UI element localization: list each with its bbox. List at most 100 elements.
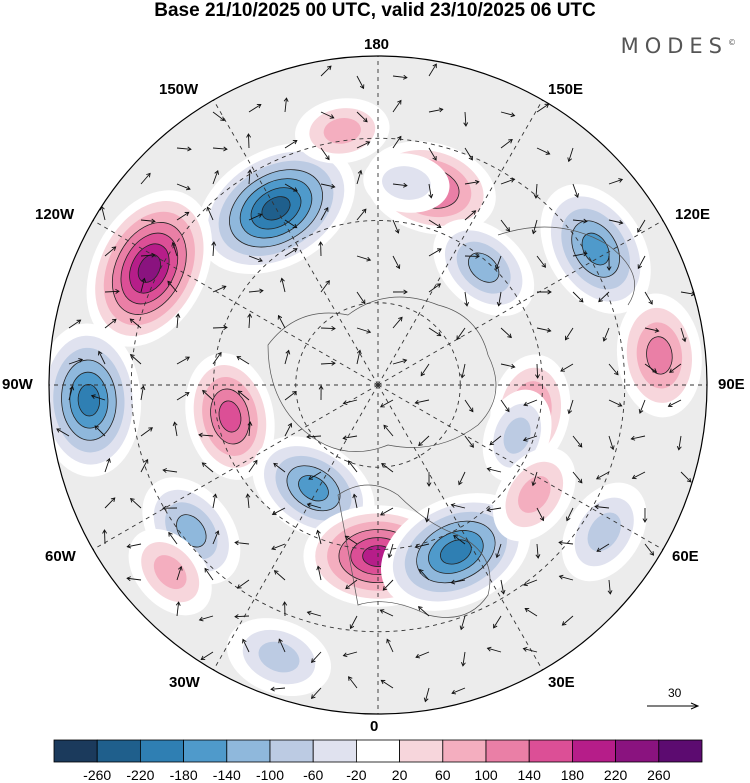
wind-arrowhead xyxy=(458,480,463,486)
wind-arrow xyxy=(451,504,466,509)
lon-label-60w: 60W xyxy=(45,548,76,565)
anomaly-high-90W xyxy=(185,353,275,480)
colorbar-tick-label: -60 xyxy=(303,767,324,783)
wind-arrow xyxy=(388,543,394,558)
wind-arrow xyxy=(420,363,430,376)
wind-arrowhead xyxy=(403,74,408,80)
wind-arrowhead xyxy=(631,474,637,480)
wind-arrowhead xyxy=(306,610,312,616)
wind-arrowhead xyxy=(567,157,573,163)
wind-arrowhead xyxy=(423,697,429,703)
wind-arrow xyxy=(458,471,466,485)
wind-vectors xyxy=(56,63,696,703)
wind-arrowhead xyxy=(172,421,178,427)
wind-arrow xyxy=(212,326,228,329)
wind-arrowhead xyxy=(523,401,529,407)
wind-arrow xyxy=(212,242,215,257)
wind-arrow xyxy=(428,147,437,161)
wind-arrowhead xyxy=(325,155,330,161)
wind-arrowhead xyxy=(637,227,642,233)
wind-arrowhead xyxy=(315,529,321,535)
wind-arrow xyxy=(140,459,149,473)
wind-arrowhead xyxy=(306,434,311,440)
wind-arrowhead xyxy=(667,402,673,408)
wind-arrowhead xyxy=(609,445,615,451)
wind-arrowhead xyxy=(453,535,458,540)
wind-arrow xyxy=(536,147,550,155)
colorbar-tick-label: 180 xyxy=(560,767,585,783)
wind-arrowhead xyxy=(486,467,492,472)
wind-arrowhead xyxy=(420,371,426,377)
wind-arrow xyxy=(104,529,106,545)
wind-arrowhead xyxy=(102,529,108,534)
wind-arrowhead xyxy=(310,694,316,699)
wind-arrowhead xyxy=(428,193,434,199)
wind-arrowhead xyxy=(500,589,506,595)
wind-arrow xyxy=(382,579,394,591)
anomaly-contour xyxy=(518,475,551,513)
wind-arrowhead xyxy=(654,327,660,333)
wind-arrow xyxy=(500,139,513,149)
wind-arrowhead xyxy=(282,601,288,606)
wind-arrow xyxy=(94,425,106,437)
wind-arrow xyxy=(644,363,657,373)
wind-arrowhead xyxy=(505,407,510,413)
wind-arrow xyxy=(392,136,402,149)
wind-arrowhead xyxy=(469,443,474,448)
wind-arrow xyxy=(320,147,330,160)
wind-arrowhead xyxy=(546,327,552,333)
wind-arrowhead xyxy=(247,169,253,174)
wind-arrow xyxy=(523,648,538,653)
wind-arrowhead xyxy=(382,586,388,591)
wind-arrow xyxy=(464,291,468,306)
wind-arrow xyxy=(632,471,646,479)
wind-arrowhead xyxy=(325,280,330,285)
wind-arrowhead xyxy=(618,178,624,183)
wind-arrow xyxy=(596,471,610,480)
wind-arrow xyxy=(274,570,286,581)
wind-arrowhead xyxy=(257,213,263,218)
anomaly-layer xyxy=(49,56,707,714)
reference-vector-label: 30 xyxy=(668,686,682,700)
wind-arrowhead xyxy=(535,374,540,379)
wind-arrow xyxy=(104,458,110,473)
wind-arrow xyxy=(596,543,610,552)
wind-arrow xyxy=(284,423,292,437)
wind-arrow xyxy=(426,507,430,522)
wind-arrowhead xyxy=(507,333,512,339)
wind-arrowhead xyxy=(417,606,423,611)
wind-arrow xyxy=(608,399,622,407)
wind-arrow xyxy=(356,208,367,221)
coastlines xyxy=(267,226,636,618)
wind-arrowhead xyxy=(287,422,293,428)
wind-arrowhead xyxy=(541,263,546,268)
wind-arrowhead xyxy=(606,266,612,271)
wind-arrowhead xyxy=(187,146,192,152)
lon-label-150w: 150W xyxy=(159,81,199,98)
wind-arrowhead xyxy=(273,462,278,468)
wind-arrow xyxy=(386,639,394,653)
wind-arrowhead xyxy=(234,614,239,619)
wind-arrow xyxy=(200,651,214,660)
wind-arrow xyxy=(278,315,286,329)
colorbar-tick-label: -220 xyxy=(126,767,155,783)
wind-arrow xyxy=(172,242,178,257)
wind-arrowhead xyxy=(436,223,442,228)
wind-arrow xyxy=(383,424,394,437)
wind-arrowhead xyxy=(214,170,219,175)
wind-arrow xyxy=(536,103,549,113)
wind-arrowhead xyxy=(547,289,552,295)
wind-arrowhead xyxy=(669,368,674,373)
wind-arrowhead xyxy=(234,540,239,546)
wind-arrowhead xyxy=(345,584,350,590)
wind-arrow xyxy=(140,173,151,185)
wind-arrow xyxy=(535,183,538,198)
wind-arrowhead xyxy=(78,358,84,363)
wind-arrowhead xyxy=(140,385,146,391)
wind-arrow xyxy=(127,543,142,548)
wind-arrow xyxy=(487,647,502,653)
wind-arrowhead xyxy=(324,206,329,212)
wind-arrow xyxy=(307,611,322,617)
wind-arrow xyxy=(140,278,145,293)
